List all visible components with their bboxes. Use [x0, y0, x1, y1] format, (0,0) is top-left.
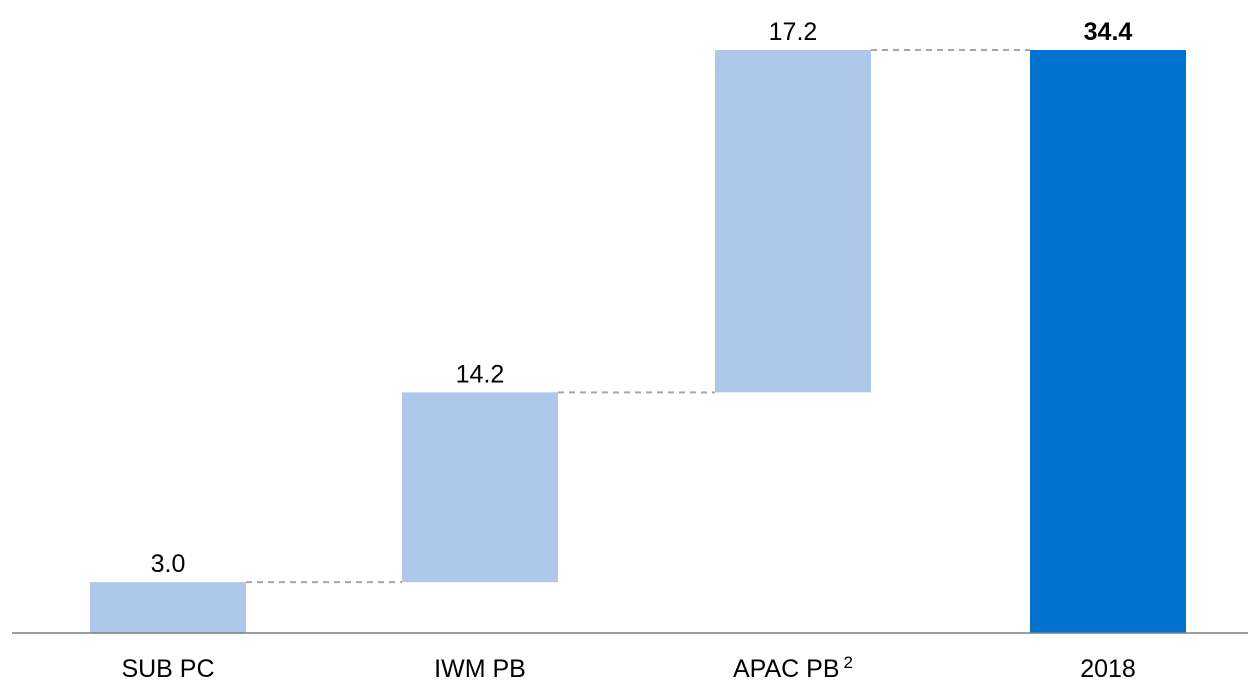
increment-bar	[402, 392, 558, 583]
data-label: 14.2	[456, 360, 505, 388]
increment-bar	[715, 50, 871, 393]
x-tick-label: SUB PC	[121, 655, 214, 683]
data-label: 34.4	[1084, 18, 1133, 46]
x-tick-label: APAC PB 2	[733, 653, 853, 684]
x-tick-label: IWM PB	[434, 655, 526, 683]
data-label: 17.2	[769, 18, 818, 46]
data-label: 3.0	[151, 550, 186, 578]
increment-bar	[90, 582, 246, 633]
x-tick-label: 2018	[1080, 655, 1136, 683]
total-bar	[1030, 50, 1186, 633]
